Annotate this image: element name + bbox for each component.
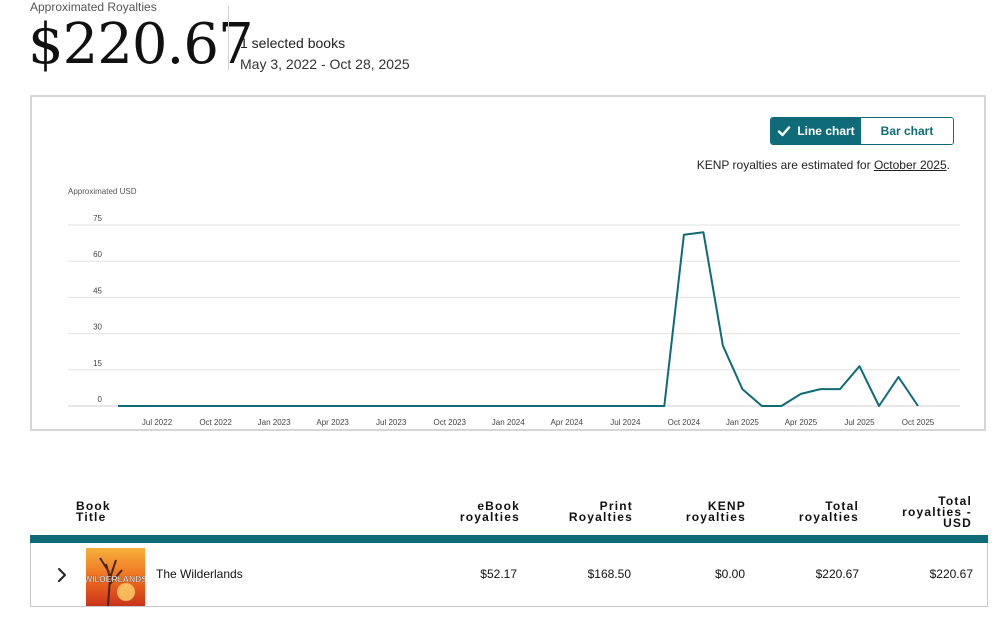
- header-kenp-royalties[interactable]: KENP royalties: [685, 499, 746, 524]
- book-title-cell[interactable]: The Wilderlands: [156, 567, 243, 581]
- total-royalties-usd-cell: $220.67: [929, 567, 973, 581]
- summary-label: Approximated Royalties: [30, 0, 157, 14]
- table-header-bar: [30, 535, 988, 543]
- book-cover-image: WILDERLANDS: [86, 548, 145, 606]
- header-total-usd-line2: royalties -: [902, 505, 972, 519]
- x-tick-label-7: Apr 2024: [551, 418, 584, 427]
- kenp-royalties-cell: $0.00: [714, 567, 745, 581]
- x-tick-label-9: Oct 2024: [668, 418, 701, 427]
- x-tick-label-11: Apr 2025: [785, 418, 818, 427]
- kenp-note-text: KENP royalties are estimated for: [696, 158, 874, 172]
- ebook-royalties-cell: $52.17: [480, 567, 517, 581]
- book-cover-thumbnail: WILDERLANDS: [86, 548, 145, 606]
- y-tick-label-30: 30: [93, 323, 102, 332]
- header-total-line1: Total: [825, 499, 859, 513]
- y-axis-title: Approximated USD: [68, 187, 137, 196]
- header-total-usd-line3: USD: [943, 516, 972, 530]
- y-tick-label-75: 75: [93, 214, 102, 223]
- kenp-estimate-note: KENP royalties are estimated for October…: [697, 158, 950, 172]
- x-tick-label-8: Jul 2024: [610, 418, 641, 427]
- y-tick-label-45: 45: [93, 286, 102, 295]
- bar-chart-label: Bar chart: [880, 124, 934, 138]
- print-royalties-cell: $168.50: [587, 567, 631, 581]
- x-tick-label-10: Jan 2025: [726, 418, 759, 427]
- line-chart-label: Line chart: [797, 124, 855, 138]
- x-tick-label-2: Jan 2023: [258, 418, 291, 427]
- header-book-title-line2: Title: [76, 510, 107, 524]
- date-range: May 3, 2022 - Oct 28, 2025: [240, 56, 410, 72]
- selected-books-count: 1 selected books: [240, 35, 346, 51]
- header-ebook-line1: eBook: [477, 499, 520, 513]
- total-royalties-amount: $220.67: [28, 12, 254, 77]
- header-ebook-line2: royalties: [459, 510, 520, 524]
- header-print-line1: Print: [599, 499, 633, 513]
- header-kenp-line2: royalties: [685, 510, 746, 524]
- header-book-title-line1: Book: [76, 499, 111, 513]
- royalties-series-line: [118, 231, 919, 407]
- header-print-royalties[interactable]: Print Royalties: [568, 499, 633, 524]
- x-tick-label-1: Oct 2022: [199, 418, 232, 427]
- royalties-chart-card: Approximated USD 0 15 30 45 60 75 Jul 2022 Oct 2…: [30, 95, 986, 431]
- header-print-line2: Royalties: [568, 510, 633, 524]
- chart-type-toggle: Line chart Bar chart: [770, 117, 954, 145]
- royalties-line-chart: Approximated USD 0 15 30 45 60 75 Jul 2022 Oct 2…: [68, 187, 960, 427]
- kenp-month-link[interactable]: October 2025: [873, 158, 947, 172]
- x-tick-label-5: Oct 2023: [433, 418, 466, 427]
- x-tick-label-0: Jul 2022: [142, 418, 173, 427]
- line-chart-button[interactable]: Line chart: [771, 118, 861, 144]
- x-tick-label-12: Jul 2025: [844, 418, 875, 427]
- header-total-usd-line1: Total: [938, 494, 972, 508]
- chevron-right-icon[interactable]: [55, 566, 69, 584]
- kenp-note-suffix: .: [946, 158, 950, 172]
- bar-chart-button[interactable]: Bar chart: [861, 118, 953, 144]
- y-tick-label-0: 0: [98, 395, 103, 404]
- table-row: WILDERLANDS The Wilderlands $52.17 $168.…: [30, 543, 988, 607]
- check-icon: [778, 126, 791, 137]
- y-tick-label-15: 15: [93, 359, 102, 368]
- summary-divider: [228, 6, 229, 70]
- header-total-royalties-usd[interactable]: Total royalties - USD: [902, 494, 972, 530]
- header-total-royalties[interactable]: Total royalties: [798, 499, 859, 524]
- header-ebook-royalties[interactable]: eBook royalties: [459, 499, 520, 524]
- x-tick-label-13: Oct 2025: [902, 418, 935, 427]
- x-tick-label-4: Jul 2023: [376, 418, 407, 427]
- header-kenp-line1: KENP: [707, 499, 746, 513]
- header-book-title[interactable]: Book Title: [76, 499, 111, 524]
- header-total-line2: royalties: [798, 510, 859, 524]
- x-tick-label-6: Jan 2024: [492, 418, 525, 427]
- x-tick-label-3: Apr 2023: [316, 418, 349, 427]
- y-tick-label-60: 60: [93, 250, 102, 259]
- total-royalties-cell: $220.67: [815, 567, 859, 581]
- book-cover-title: WILDERLANDS: [86, 574, 145, 584]
